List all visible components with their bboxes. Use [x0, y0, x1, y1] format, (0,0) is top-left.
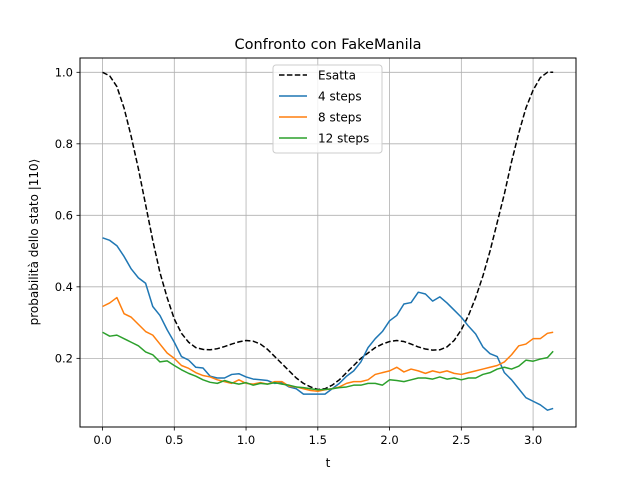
x-tick-label: 2.0: [380, 433, 398, 447]
y-tick-label: 1.0: [55, 65, 73, 79]
chart-title: Confronto con FakeManila: [234, 37, 421, 53]
legend-label: 8 steps: [318, 111, 362, 125]
y-tick-label: 0.4: [55, 280, 73, 294]
x-tick-label: 0.0: [93, 433, 111, 447]
legend: Esatta 4 steps 8 steps 12 steps: [272, 64, 383, 154]
legend-label: 4 steps: [318, 90, 362, 104]
axes-frame: [79, 57, 577, 428]
series-line-4-steps: [102, 237, 554, 411]
series-line-12-steps: [102, 331, 554, 391]
legend-label: 12 steps: [318, 132, 369, 146]
x-tick-label: 1.0: [237, 433, 255, 447]
legend-box: [272, 64, 383, 154]
series-group: [102, 71, 554, 411]
y-tick-label: 0.6: [55, 208, 73, 222]
y-tick-label: 0.2: [55, 351, 73, 365]
x-tick-label: 3.0: [524, 433, 542, 447]
x-axis-label: t: [326, 456, 331, 470]
y-tick-label: 0.8: [55, 137, 73, 151]
x-tick-label: 0.5: [165, 433, 183, 447]
x-tick-label: 1.5: [309, 433, 327, 447]
y-axis-ticks: 0.2 0.4 0.6 0.8 1.0: [55, 65, 80, 365]
x-axis-ticks: 0.0 0.5 1.0 1.5 2.0 2.5 3.0: [93, 427, 542, 447]
x-tick-label: 2.5: [452, 433, 470, 447]
y-axis-label: probabilità dello stato |110⟩: [27, 159, 41, 326]
legend-label: Esatta: [318, 69, 356, 83]
